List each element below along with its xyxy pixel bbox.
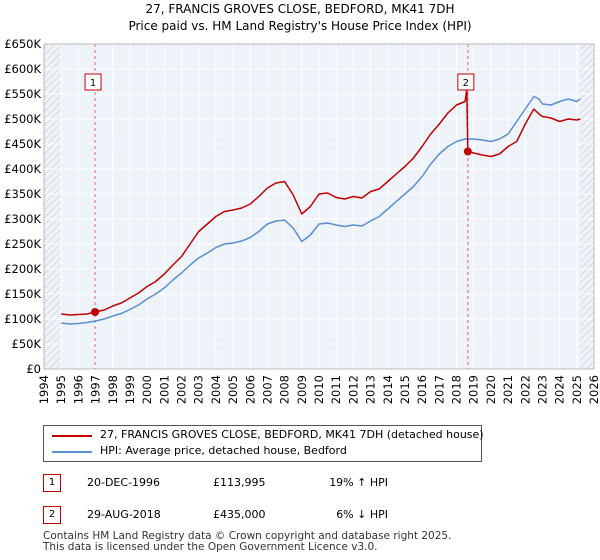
x-tick-label: 1995: [54, 375, 68, 404]
footer-attribution: Contains HM Land Registry data © Crown c…: [43, 531, 451, 553]
x-tick-label: 2007: [260, 375, 274, 404]
x-tick-label: 2004: [209, 375, 223, 404]
x-tick-label: 2010: [312, 375, 326, 404]
transaction-marker-badge: 1: [43, 474, 61, 492]
x-tick-label: 2008: [278, 375, 292, 404]
x-tick-label: 2020: [484, 375, 498, 404]
x-tick-label: 1998: [106, 375, 120, 404]
transaction-marker-badge: 2: [43, 506, 61, 524]
x-tick-label: 2024: [553, 375, 567, 404]
x-tick-label: 2006: [243, 375, 257, 404]
x-tick-label: 2025: [570, 375, 584, 404]
hatched-range-pre-data: [44, 44, 62, 369]
annotation-box-1: [84, 73, 102, 91]
transaction-price: £113,995: [213, 476, 266, 489]
legend-label-property: 27, FRANCIS GROVES CLOSE, BEDFORD, MK41 …: [100, 428, 484, 441]
x-tick-label: 2023: [535, 375, 549, 404]
footer-line-copyright: Contains HM Land Registry data © Crown c…: [43, 530, 452, 542]
x-tick-label: 1999: [123, 375, 137, 404]
y-tick-label: £250K: [4, 237, 41, 251]
transaction-price: £435,000: [213, 508, 266, 521]
sale-point-1: [91, 308, 100, 317]
x-tick-label: 2017: [432, 375, 446, 404]
x-tick-label: 2016: [415, 375, 429, 404]
y-tick-label: £100K: [4, 312, 41, 326]
x-tick-label: 2003: [192, 375, 206, 404]
y-tick-label: £550K: [4, 87, 41, 101]
x-tick-label: 2002: [175, 375, 189, 404]
transaction-row: 1 20-DEC-1996 £113,995 19% ↑ HPI: [43, 474, 600, 492]
x-tick-label: 2009: [295, 375, 309, 404]
transaction-date: 29-AUG-2018: [87, 508, 161, 521]
series-line-hpi: [61, 95, 581, 325]
y-tick-label: £600K: [4, 62, 41, 76]
chart-subtitle: Price paid vs. HM Land Registry's House …: [128, 19, 472, 33]
x-tick-label: 2021: [501, 375, 515, 404]
x-tick-label: 2013: [364, 375, 378, 404]
y-tick-label: £50K: [12, 337, 42, 351]
y-tick-label: £650K: [4, 37, 41, 51]
legend-swatch-property: [52, 435, 92, 437]
x-tick-label: 2026: [587, 375, 600, 404]
chart-title: 27, FRANCIS GROVES CLOSE, BEDFORD, MK41 …: [145, 2, 455, 16]
x-tick-label: 2015: [398, 375, 412, 404]
chart-legend: 27, FRANCIS GROVES CLOSE, BEDFORD, MK41 …: [43, 425, 484, 462]
y-tick-label: £0: [26, 362, 41, 376]
transaction-date: 20-DEC-1996: [87, 476, 161, 489]
y-tick-label: £200K: [4, 262, 41, 276]
y-tick-label: £150K: [4, 287, 41, 301]
x-tick-label: 2001: [157, 375, 171, 404]
y-tick-label: £350K: [4, 187, 41, 201]
x-tick-label: 1996: [71, 375, 85, 404]
footer-line-licence: This data is licensed under the Open Gov…: [43, 541, 378, 553]
annotation-label-2: 2: [463, 78, 469, 89]
price-chart: 1 2 £0 £50K £100K £150K £200K £250K £300K £350K £4…: [4, 37, 600, 404]
x-tick-label: 1997: [89, 375, 103, 404]
x-tick-label: 2022: [518, 375, 532, 404]
x-tick-label: 2012: [346, 375, 360, 404]
annotation-label-1: 1: [90, 78, 96, 89]
series-line-property: [61, 88, 581, 316]
x-tick-label: 2011: [329, 375, 343, 404]
transaction-hpi-diff: 19% ↑ HPI: [329, 476, 388, 489]
plot-frame: [43, 43, 595, 370]
legend-swatch-hpi: [52, 451, 92, 453]
x-tick-label: 2005: [226, 375, 240, 404]
x-tick-label: 2000: [140, 375, 154, 404]
x-tick-label: 2019: [467, 375, 481, 404]
annotation-box-2: [457, 73, 475, 91]
y-tick-label: £500K: [4, 112, 41, 126]
hatched-range-post-data: [580, 44, 594, 369]
x-tick-label: 1994: [37, 375, 51, 404]
y-tick-label: £300K: [4, 212, 41, 226]
transaction-hpi-diff: 6% ↓ HPI: [336, 508, 388, 521]
y-tick-label: £450K: [4, 137, 41, 151]
transaction-row: 2 29-AUG-2018 £435,000 6% ↓ HPI: [43, 506, 600, 524]
x-tick-label: 2018: [450, 375, 464, 404]
legend-label-hpi: HPI: Average price, detached house, Bedf…: [100, 444, 347, 457]
sale-point-2: [463, 147, 472, 156]
x-tick-label: 2014: [381, 375, 395, 404]
y-tick-label: £400K: [4, 162, 41, 176]
